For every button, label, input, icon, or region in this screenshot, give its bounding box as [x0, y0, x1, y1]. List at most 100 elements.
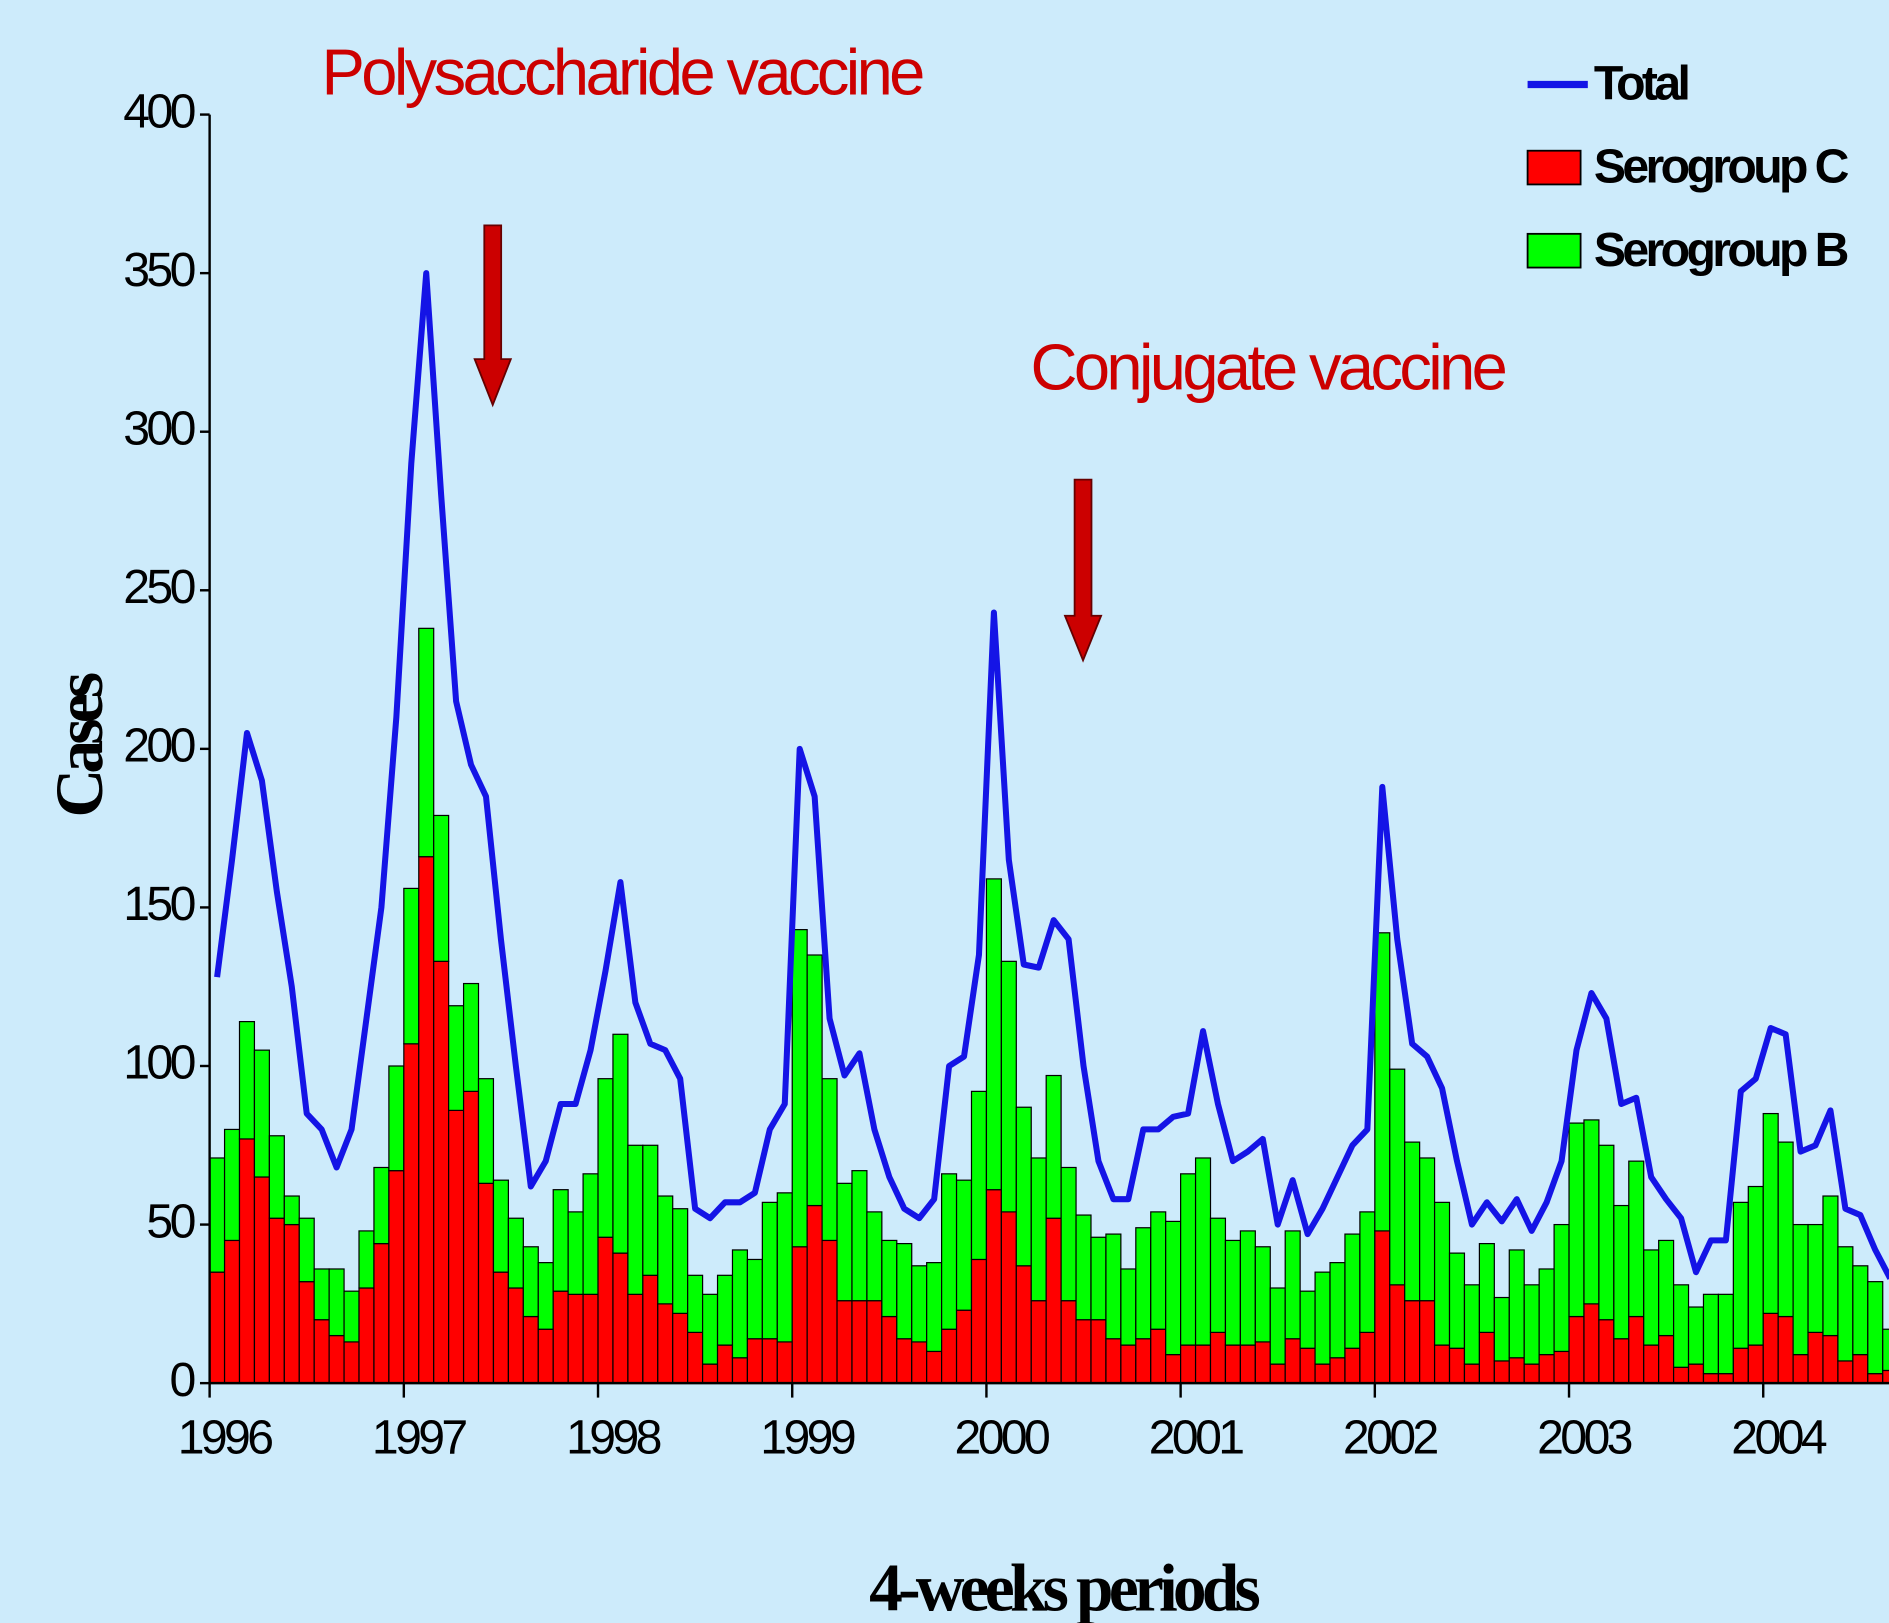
bar-segment: [1478, 1331, 1495, 1384]
bar-segment: [1015, 1106, 1032, 1267]
bar-segment: [1329, 1357, 1346, 1384]
y-tick-label: 50: [146, 1194, 194, 1248]
bar-segment: [238, 1138, 256, 1384]
bar-segment: [1433, 1344, 1451, 1384]
bar-segment: [821, 1239, 838, 1384]
bar-segment: [1299, 1290, 1316, 1349]
bar-segment: [448, 1005, 465, 1111]
bar-segment: [1493, 1360, 1510, 1384]
legend-label: Serogroup B: [1594, 223, 1848, 277]
bar-segment: [1598, 1144, 1615, 1321]
bar-segment: [1523, 1284, 1540, 1365]
bar-segment: [1628, 1315, 1645, 1384]
bar-segment: [1015, 1265, 1032, 1384]
bar-segment: [746, 1338, 763, 1384]
bar-segment: [328, 1268, 345, 1337]
bar-segment: [1837, 1360, 1854, 1384]
bar-segment: [1105, 1233, 1122, 1340]
legend-swatch: [1526, 232, 1582, 269]
bar-segment: [507, 1217, 524, 1289]
bar-segment: [836, 1182, 853, 1302]
bar-segment: [1194, 1344, 1212, 1384]
bar-segment: [1852, 1265, 1869, 1356]
bar-segment: [492, 1271, 509, 1384]
bar-segment: [1180, 1344, 1197, 1384]
bar-segment: [821, 1078, 838, 1242]
bar-segment: [1374, 932, 1391, 1232]
bar-segment: [1209, 1331, 1227, 1384]
bar-segment: [1135, 1338, 1152, 1384]
bar-segment: [1060, 1166, 1077, 1302]
bar-segment: [1882, 1328, 1889, 1372]
bar-segment: [433, 960, 450, 1384]
bar-segment: [1717, 1293, 1734, 1375]
arrow: [473, 224, 513, 408]
bar-segment: [687, 1331, 704, 1384]
bar-segment: [612, 1033, 629, 1254]
bar-segment: [791, 1246, 808, 1384]
x-tick-label: 2001: [1149, 1411, 1244, 1465]
bar-segment: [687, 1274, 704, 1333]
bar-segment: [985, 1189, 1002, 1384]
bar-segment: [313, 1268, 330, 1321]
bar-segment: [1374, 1230, 1391, 1384]
bar-segment: [612, 1252, 629, 1384]
bar-segment: [388, 1170, 405, 1384]
bar-segment: [1463, 1284, 1480, 1365]
bar-segment: [970, 1090, 988, 1261]
bar-segment: [1687, 1363, 1705, 1384]
bar-segment: [567, 1293, 584, 1384]
bar-segment: [866, 1300, 883, 1384]
bar-segment: [433, 814, 450, 962]
bar-segment: [1777, 1315, 1794, 1384]
bar-segment: [941, 1328, 958, 1384]
bar-segment: [298, 1281, 315, 1384]
x-tick-label: 1997: [372, 1411, 467, 1465]
annotation: Conjugate vaccine: [1030, 331, 1505, 404]
bar-segment: [1284, 1338, 1301, 1384]
bar-segment: [1523, 1363, 1540, 1384]
bar-segment: [1792, 1353, 1809, 1384]
bar-segment: [1658, 1334, 1675, 1384]
bar-segment: [388, 1065, 405, 1172]
bar-segment: [1314, 1363, 1331, 1384]
bar-segment: [373, 1242, 390, 1384]
bar-segment: [1822, 1334, 1839, 1384]
bar-segment: [701, 1293, 719, 1365]
x-tick-label: 2004: [1731, 1411, 1827, 1465]
bar-segment: [403, 887, 420, 1045]
bar-segment: [1747, 1185, 1764, 1346]
bar-segment: [955, 1309, 973, 1384]
bar-segment: [1090, 1236, 1107, 1321]
bar-segment: [1762, 1112, 1779, 1314]
bar-segment: [1254, 1341, 1271, 1384]
bar-segment: [851, 1300, 868, 1384]
bar-segment: [1822, 1195, 1839, 1337]
bar-segment: [1389, 1284, 1406, 1384]
bar-segment: [582, 1293, 599, 1384]
bar-segment: [970, 1258, 988, 1384]
bar-segment: [642, 1144, 659, 1276]
bar-segment: [1150, 1211, 1167, 1330]
bar-segment: [1643, 1344, 1660, 1384]
bar-segment: [1314, 1271, 1331, 1365]
bar-segment: [358, 1287, 375, 1384]
y-tick-label: 400: [123, 84, 194, 138]
bar-segment: [1419, 1157, 1436, 1302]
bar-segment: [776, 1192, 793, 1343]
bar-segment: [1717, 1373, 1734, 1384]
bar-segment: [1224, 1239, 1241, 1346]
bar-segment: [223, 1128, 241, 1242]
bar-segment: [657, 1195, 674, 1305]
bar-segment: [1553, 1350, 1570, 1384]
bar-segment: [1702, 1293, 1720, 1375]
bar-segment: [1658, 1239, 1675, 1337]
bar-segment: [866, 1211, 883, 1302]
bar-segment: [209, 1157, 226, 1273]
bar-segment: [1120, 1268, 1137, 1346]
legend-label: Total: [1594, 57, 1688, 111]
bar-segment: [238, 1020, 256, 1140]
bar-segment: [791, 929, 808, 1248]
bar-segment: [477, 1182, 495, 1384]
